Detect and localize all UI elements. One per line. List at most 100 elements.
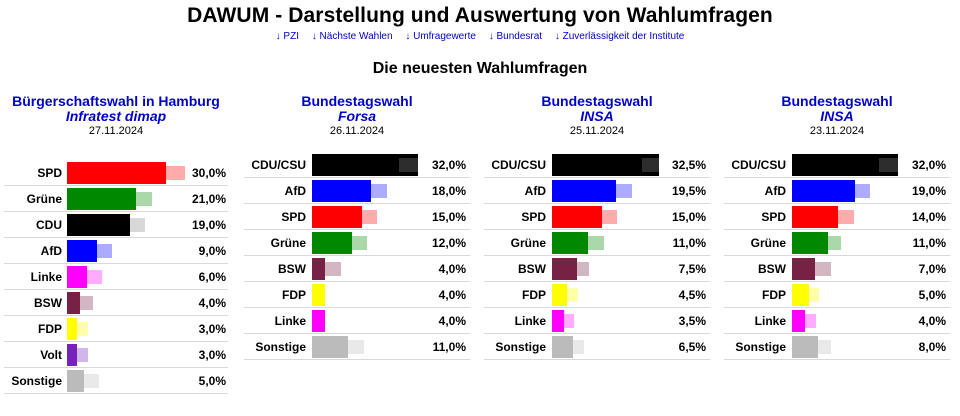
election-link[interactable]: Bundestagswahl (781, 93, 893, 109)
party-label: CDU/CSU (491, 158, 546, 172)
value-label: 6,0% (198, 270, 226, 284)
bar (552, 284, 567, 306)
election-link[interactable]: Bürgerschaftswahl in Hamburg (12, 93, 220, 109)
value-label: 4,0% (438, 314, 466, 328)
change-marker (87, 270, 102, 284)
party-label: SPD (281, 210, 306, 224)
party-label: Sonstige (735, 340, 786, 354)
poll-header: Bundestagswahl INSA 23.11.2024 (724, 94, 950, 152)
bar-area (312, 336, 364, 358)
party-row: Grüne 11,0% (484, 230, 710, 256)
change-marker (567, 288, 578, 302)
poll-card: Bundestagswahl INSA 25.11.2024 CDU/CSU 32,5%… (484, 94, 710, 360)
party-label: CDU/CSU (731, 158, 786, 172)
row-divider (484, 281, 710, 282)
bar-area (67, 318, 88, 340)
party-label: Linke (274, 314, 306, 328)
value-label: 3,5% (678, 314, 706, 328)
bar-area (792, 206, 854, 228)
value-label: 4,0% (438, 262, 466, 276)
bar-area (67, 162, 185, 184)
poll-date: 27.11.2024 (88, 125, 144, 137)
change-marker (573, 340, 584, 354)
party-row: FDP 3,0% (4, 316, 228, 342)
row-divider (484, 359, 710, 360)
nav-link-pzi[interactable]: ↓ PZI (275, 31, 299, 42)
value-label: 19,0% (191, 218, 226, 232)
party-label: CDU/CSU (251, 158, 306, 172)
nav-link-next-elections[interactable]: ↓ Nächste Wahlen (311, 31, 393, 42)
party-label: Linke (754, 314, 786, 328)
bar (792, 258, 815, 280)
bar (67, 370, 84, 392)
row-divider (4, 367, 228, 368)
bar-area (552, 258, 589, 280)
nav-link-poll-values[interactable]: ↓ Umfragewerte (405, 31, 476, 42)
party-label: SPD (761, 210, 786, 224)
row-divider (724, 255, 950, 256)
bar (792, 284, 809, 306)
row-divider (4, 263, 228, 264)
value-label: 15,0% (671, 210, 706, 224)
change-marker (855, 184, 870, 198)
party-label: AfD (524, 184, 546, 198)
bar (792, 206, 838, 228)
party-label: Grüne (26, 192, 62, 206)
election-link[interactable]: Bundestagswahl (301, 93, 413, 109)
change-marker (809, 288, 819, 302)
value-label: 19,0% (911, 184, 946, 198)
party-label: BSW (278, 262, 306, 276)
bar (792, 154, 898, 176)
value-label: 8,0% (918, 340, 946, 354)
change-marker (818, 340, 831, 354)
bar-area (312, 154, 418, 176)
bar (312, 206, 362, 228)
bar-area (67, 292, 93, 314)
party-row: SPD 15,0% (244, 204, 470, 230)
value-label: 7,0% (918, 262, 946, 276)
bar (552, 232, 588, 254)
change-marker (84, 374, 99, 388)
row-divider (724, 359, 950, 360)
party-label: SPD (37, 166, 62, 180)
party-label: CDU (36, 218, 62, 232)
bar-area (792, 310, 816, 332)
bar-area (552, 180, 632, 202)
value-label: 11,0% (672, 236, 706, 250)
poll-date: 23.11.2024 (809, 125, 865, 137)
row-divider (724, 333, 950, 334)
value-label: 11,0% (432, 340, 466, 354)
party-row: CDU/CSU 32,0% (244, 152, 470, 178)
party-label: FDP (282, 288, 306, 302)
poll-card: Bundestagswahl INSA 23.11.2024 CDU/CSU 32,0%… (724, 94, 950, 360)
row-divider (244, 281, 470, 282)
nav-link-institute-reliability[interactable]: ↓ Zuverlässigkeit der Institute (554, 31, 685, 42)
party-row: FDP 4,5% (484, 282, 710, 308)
value-label: 12,0% (431, 236, 466, 250)
row-divider (724, 307, 950, 308)
party-label: BSW (518, 262, 546, 276)
change-marker (362, 210, 377, 224)
value-label: 7,5% (678, 262, 706, 276)
nav-link-bundesrat[interactable]: ↓ Bundesrat (488, 31, 543, 42)
party-row: Linke 4,0% (724, 308, 950, 334)
bar-area (67, 214, 145, 236)
bar (312, 180, 371, 202)
value-label: 14,0% (911, 210, 946, 224)
bar (312, 154, 418, 176)
party-row: BSW 7,0% (724, 256, 950, 282)
party-label: FDP (762, 288, 786, 302)
change-marker (879, 158, 898, 172)
poll-header: Bundestagswahl INSA 25.11.2024 (484, 94, 710, 152)
party-label: BSW (34, 296, 62, 310)
value-label: 5,0% (918, 288, 946, 302)
bar (67, 240, 97, 262)
election-link[interactable]: Bundestagswahl (541, 93, 653, 109)
row-divider (244, 229, 470, 230)
bar (67, 344, 77, 366)
row-divider (484, 229, 710, 230)
row-divider (484, 203, 710, 204)
party-row: Linke 4,0% (244, 308, 470, 334)
change-marker (166, 166, 185, 180)
bar-area (552, 154, 659, 176)
